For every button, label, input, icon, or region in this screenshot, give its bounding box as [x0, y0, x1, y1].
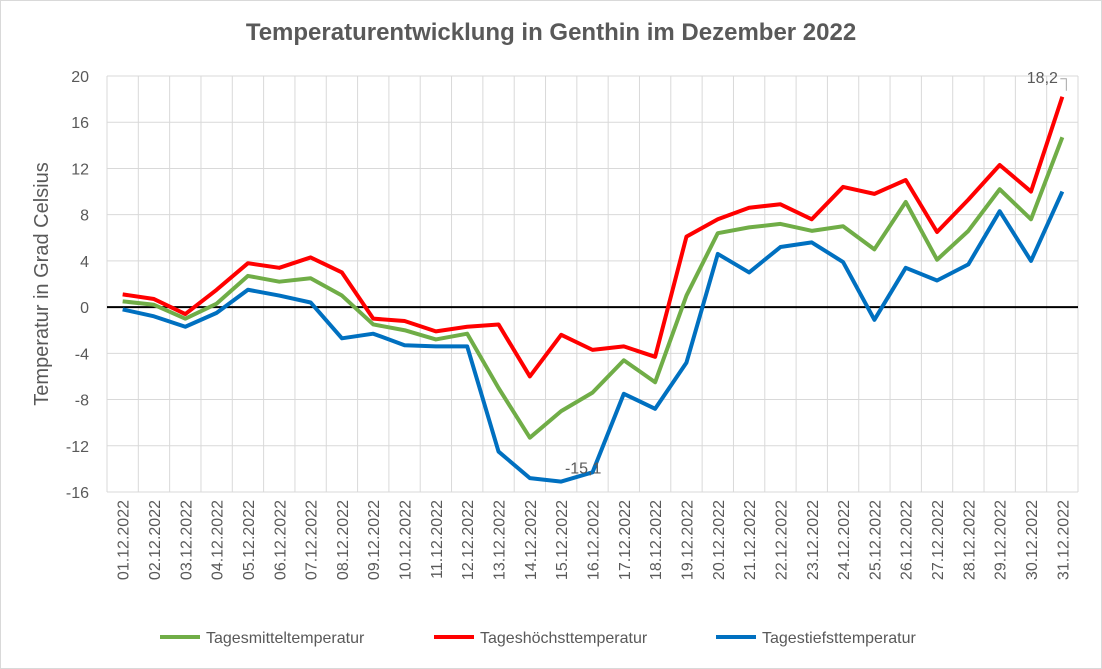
x-tick-label: 13.12.2022 [492, 500, 509, 580]
x-tick-label: 09.12.2022 [366, 500, 383, 580]
y-tick-label: -8 [75, 393, 89, 410]
x-tick-label: 17.12.2022 [617, 500, 634, 580]
x-tick-label: 21.12.2022 [742, 500, 759, 580]
x-tick-label: 26.12.2022 [899, 500, 916, 580]
x-tick-label: 25.12.2022 [867, 500, 884, 580]
x-tick-label: 06.12.2022 [272, 500, 289, 580]
y-tick-label: 12 [71, 161, 89, 178]
x-tick-label: 03.12.2022 [178, 500, 195, 580]
y-tick-label: -12 [66, 439, 89, 456]
x-tick-label: 14.12.2022 [523, 500, 540, 580]
x-tick-label: 15.12.2022 [554, 500, 571, 580]
y-tick-label: 20 [71, 69, 89, 86]
legend-label: Tagestiefsttemperatur [762, 630, 917, 647]
x-tick-label: 04.12.2022 [210, 500, 227, 580]
y-tick-label: 8 [80, 208, 89, 225]
x-tick-label: 20.12.2022 [711, 500, 728, 580]
leader-line [1060, 78, 1067, 91]
x-tick-label: 23.12.2022 [805, 500, 822, 580]
x-tick-label: 31.12.2022 [1055, 500, 1072, 580]
x-tick-label: 28.12.2022 [961, 500, 978, 580]
legend-label: Tagesmitteltemperatur [206, 630, 365, 647]
legend-label: Tageshöchsttemperatur [480, 630, 648, 647]
y-tick-label: 0 [80, 300, 89, 317]
y-tick-label: 4 [80, 254, 89, 271]
data-label: 18,2 [1027, 70, 1058, 87]
x-tick-label: 27.12.2022 [930, 500, 947, 580]
x-tick-label: 05.12.2022 [241, 500, 258, 580]
x-tick-label: 12.12.2022 [460, 500, 477, 580]
series-line [122, 96, 1065, 379]
y-axis-label: Temperatur in Grad Celsius [31, 162, 53, 405]
chart-title: Temperaturentwicklung in Genthin im Deze… [246, 19, 856, 46]
x-tick-label: 11.12.2022 [429, 500, 446, 579]
y-tick-label: 16 [71, 115, 89, 132]
x-tick-label: 02.12.2022 [147, 500, 164, 580]
x-tick-label: 01.12.2022 [116, 500, 133, 580]
data-label: -15,1 [565, 461, 602, 478]
x-tick-label: 19.12.2022 [679, 500, 696, 580]
x-tick-label: 29.12.2022 [993, 500, 1010, 580]
y-tick-label: -16 [66, 485, 89, 502]
series-line [122, 190, 1065, 484]
x-tick-label: 16.12.2022 [586, 500, 603, 580]
x-tick-label: 10.12.2022 [398, 500, 415, 580]
x-tick-label: 24.12.2022 [836, 500, 853, 580]
x-tick-label: 08.12.2022 [335, 500, 352, 580]
x-tick-label: 18.12.2022 [648, 500, 665, 580]
x-tick-label: 22.12.2022 [773, 500, 790, 580]
y-tick-label: -4 [75, 346, 89, 363]
x-tick-label: 07.12.2022 [304, 500, 321, 580]
series-line [122, 136, 1065, 440]
x-tick-label: 30.12.2022 [1024, 500, 1041, 580]
